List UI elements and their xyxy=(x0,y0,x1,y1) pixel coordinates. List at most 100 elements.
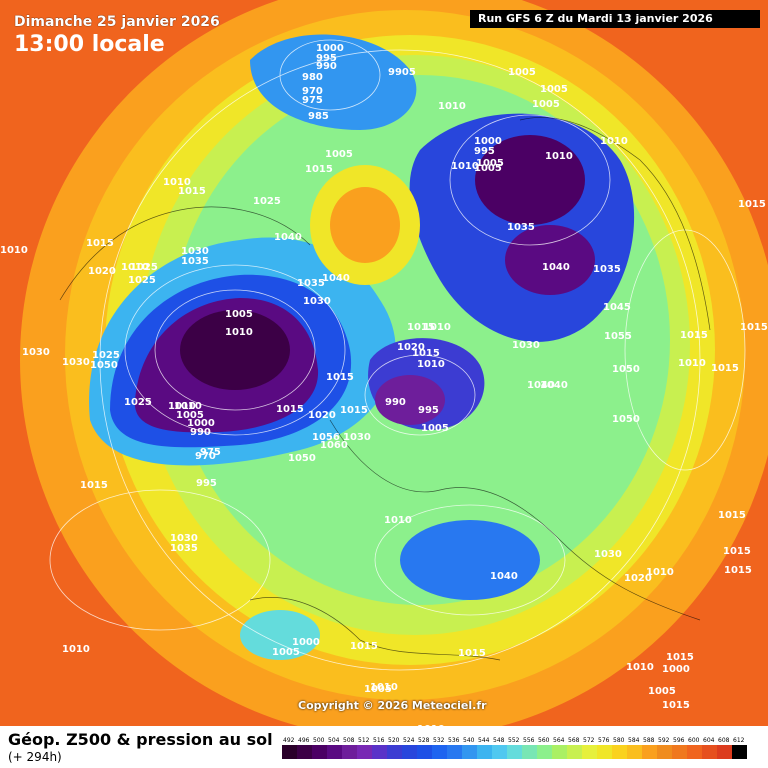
legend-value: 604 xyxy=(703,737,715,744)
legend-value: 556 xyxy=(523,737,535,744)
pressure-label: 1005 xyxy=(508,67,536,78)
pressure-label: 1010 xyxy=(438,101,466,112)
legend-value: 532 xyxy=(433,737,445,744)
legend-swatch xyxy=(732,745,747,759)
pressure-label: 1030 xyxy=(170,533,198,544)
legend-value: 496 xyxy=(298,737,310,744)
pressure-label: 1005 xyxy=(532,99,560,110)
legend-value: 544 xyxy=(478,737,490,744)
legend-value: 572 xyxy=(583,737,595,744)
pressure-label: 990 xyxy=(316,61,337,72)
pressure-label: 1015 xyxy=(724,565,752,576)
pressure-label: 1040 xyxy=(527,380,555,391)
pressure-label: 1005 xyxy=(648,686,676,697)
ridge-arctic-core xyxy=(330,187,400,263)
pressure-label: 1035 xyxy=(181,256,209,267)
pressure-label: 1020 xyxy=(397,342,425,353)
pressure-label: 1056 xyxy=(312,432,340,443)
legend-swatch xyxy=(522,745,537,759)
low-siberia-core xyxy=(475,135,585,225)
pressure-label: 1060 xyxy=(320,440,348,451)
low-iberia xyxy=(240,610,320,660)
pressure-label: 1050 xyxy=(288,453,316,464)
pressure-label: 990 xyxy=(385,397,406,408)
low-atlantic-core xyxy=(375,375,445,425)
pressure-label: 1010 xyxy=(423,322,451,333)
legend-swatch xyxy=(612,745,627,759)
pressure-label: 1005 xyxy=(272,647,300,658)
legend-swatch xyxy=(687,745,702,759)
pressure-label: 1015 xyxy=(711,363,739,374)
pressure-label: 1015 xyxy=(680,330,708,341)
pressure-label: 985 xyxy=(308,111,329,122)
legend-value: 576 xyxy=(598,737,610,744)
pressure-label: 1030 xyxy=(303,296,331,307)
pressure-label: 1005 xyxy=(364,684,392,695)
pressure-label: 1005 xyxy=(540,84,568,95)
pressure-label: 975 xyxy=(200,447,221,458)
pressure-label: 1010 xyxy=(370,682,398,693)
pressure-label: 1015 xyxy=(80,480,108,491)
legend-swatch xyxy=(312,745,327,759)
legend-swatch xyxy=(582,745,597,759)
coastlines xyxy=(59,117,711,661)
pressure-label: 1015 xyxy=(178,186,206,197)
pressure-label: 1035 xyxy=(507,222,535,233)
legend-value: 508 xyxy=(343,737,355,744)
low-north-pacific xyxy=(250,34,417,130)
pressure-label: 1040 xyxy=(490,571,518,582)
pressure-label: 1005 xyxy=(476,158,504,169)
pressure-label: 1015 xyxy=(86,238,114,249)
legend-value: 596 xyxy=(673,737,685,744)
legend-swatch xyxy=(357,745,372,759)
map-title: Géop. Z500 & pression au sol xyxy=(8,730,273,749)
pressure-label: 1015 xyxy=(718,510,746,521)
legend-value: 612 xyxy=(733,737,745,744)
legend-swatch xyxy=(432,745,447,759)
pressure-label: 1010 xyxy=(163,177,191,188)
legend-swatch xyxy=(402,745,417,759)
pressure-label: 1020 xyxy=(88,266,116,277)
legend-swatch xyxy=(492,745,507,759)
pressure-label: 1045 xyxy=(603,302,631,313)
legend-value: 528 xyxy=(418,737,430,744)
pressure-label: 1015 xyxy=(738,199,766,210)
pressure-label: 1015 xyxy=(740,322,768,333)
footer-bar: Géop. Z500 & pression au sol (+ 294h) 49… xyxy=(0,726,768,768)
local-time: 13:00 locale xyxy=(14,32,165,57)
pressure-label: 1025 xyxy=(124,397,152,408)
pressure-label: 1010 xyxy=(600,136,628,147)
pressure-label: 1010 xyxy=(417,359,445,370)
legend-swatch xyxy=(507,745,522,759)
legend-swatch xyxy=(702,745,717,759)
legend-value: 520 xyxy=(388,737,400,744)
legend-swatch xyxy=(387,745,402,759)
pressure-label: 1050 xyxy=(90,360,118,371)
legend-swatch xyxy=(627,745,642,759)
color-legend: 492 496 500 504 508 512 516 520 524 528 532 536 540 5… xyxy=(282,737,747,759)
pressure-label: 1015 xyxy=(305,164,333,175)
pressure-label: 1015 xyxy=(458,648,486,659)
legend-swatch xyxy=(717,745,732,759)
legend-swatch xyxy=(327,745,342,759)
legend-swatch xyxy=(567,745,582,759)
copyright: Copyright © 2026 Meteociel.fr xyxy=(298,699,487,712)
pressure-label: 1035 xyxy=(297,278,325,289)
pressure-label: 1035 xyxy=(593,264,621,275)
pressure-label: 995 xyxy=(474,146,495,157)
pressure-label: 1000 xyxy=(316,43,344,54)
pressure-label: 1025 xyxy=(92,350,120,361)
pressure-label: 1000 xyxy=(187,418,215,429)
pressure-label: 1015 xyxy=(407,322,435,333)
pressure-label: 1035 xyxy=(170,543,198,554)
legend-swatch xyxy=(672,745,687,759)
pressure-label: 1010 xyxy=(626,662,654,673)
isobar-lines xyxy=(49,39,746,671)
forecast-offset: (+ 294h) xyxy=(8,750,62,764)
legend-swatch xyxy=(297,745,312,759)
pressure-label: 1010 xyxy=(678,358,706,369)
pressure-label: 1030 xyxy=(62,357,90,368)
